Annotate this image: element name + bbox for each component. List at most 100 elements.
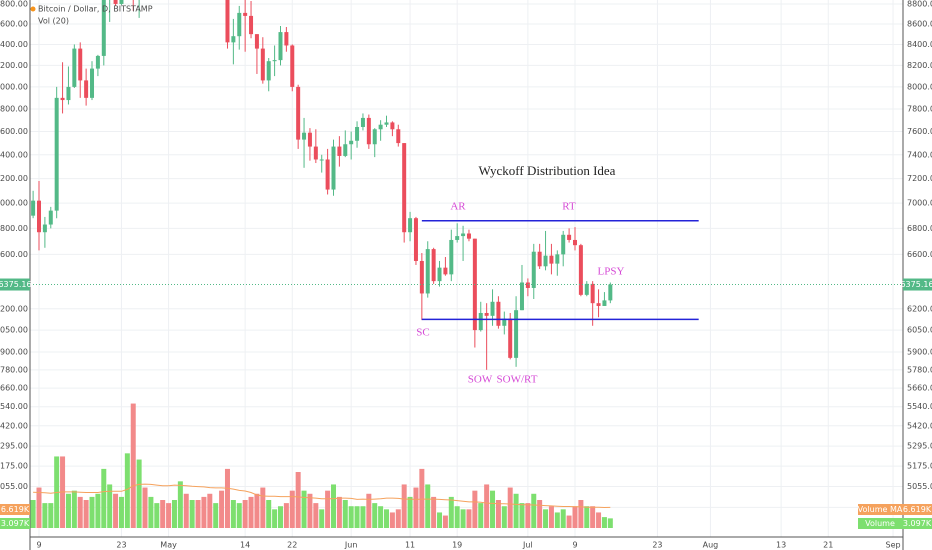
volume-bar bbox=[501, 506, 507, 528]
candle-body bbox=[319, 159, 324, 161]
y-tick-label: 7000.00 bbox=[907, 199, 932, 208]
volume-bar bbox=[442, 515, 448, 528]
volume-bar bbox=[101, 468, 107, 528]
volume-bar bbox=[331, 484, 336, 528]
volume-label-box bbox=[903, 518, 932, 529]
y-tick-label: 8400.00 bbox=[0, 40, 28, 49]
volume-bar bbox=[160, 500, 166, 528]
y-tick-label: 8600.00 bbox=[907, 19, 932, 28]
x-tick-label: 23 bbox=[116, 541, 126, 550]
volume-bar bbox=[584, 506, 590, 528]
candle-body bbox=[502, 318, 507, 326]
volume-bar bbox=[325, 490, 331, 528]
volume-bar bbox=[242, 500, 248, 528]
candle-body bbox=[437, 267, 442, 282]
price-label: 6375.16 bbox=[0, 280, 32, 289]
candle-body bbox=[408, 218, 413, 233]
volume-bar bbox=[272, 509, 278, 528]
volume-bar bbox=[490, 490, 496, 528]
candle-body bbox=[260, 48, 265, 81]
volume-bar bbox=[519, 503, 525, 528]
candle-body bbox=[237, 12, 242, 37]
candle-body bbox=[290, 45, 295, 87]
y-tick-label: 5295.00 bbox=[907, 442, 932, 451]
volume-bar bbox=[401, 484, 407, 528]
candle-body bbox=[384, 122, 389, 125]
volume-bar bbox=[295, 472, 301, 528]
volume-bar bbox=[460, 509, 466, 528]
volume-label: 6.619K bbox=[1, 505, 30, 514]
y-tick-label: 8000.00 bbox=[907, 82, 932, 91]
volume-name-box bbox=[858, 518, 903, 529]
volume-bar bbox=[124, 453, 130, 528]
volume-label: 6.619K bbox=[903, 505, 932, 514]
annotation: SC bbox=[416, 327, 429, 339]
volume-bar bbox=[189, 500, 195, 528]
candle-body bbox=[525, 282, 530, 288]
volume-bar bbox=[166, 503, 172, 528]
candle-body bbox=[590, 283, 595, 304]
x-tick-label: 14 bbox=[240, 541, 250, 550]
x-tick-label: May bbox=[160, 541, 177, 550]
annotation: SOW bbox=[468, 374, 493, 386]
y-tick-label: 7200.00 bbox=[0, 174, 28, 183]
volume-bar bbox=[301, 490, 307, 528]
candle-body bbox=[596, 303, 601, 306]
y-tick-label: 7400.00 bbox=[0, 150, 28, 159]
y-tick-label: 5900.00 bbox=[0, 347, 28, 356]
volume-bar bbox=[596, 512, 602, 528]
y-tick-label: 6050.00 bbox=[907, 326, 932, 335]
annotation: AR bbox=[450, 201, 466, 213]
candle-body bbox=[484, 312, 489, 316]
volume-name-box bbox=[858, 504, 903, 515]
volume-bar bbox=[372, 503, 378, 528]
price-label-box bbox=[903, 278, 932, 291]
volume-bar bbox=[590, 506, 596, 528]
volume-bar bbox=[448, 496, 454, 528]
y-tick-label: 5175.00 bbox=[0, 462, 28, 471]
volume-label: 3.097K bbox=[903, 519, 932, 528]
candle-body bbox=[343, 144, 348, 156]
volume-name: Volume bbox=[865, 519, 895, 528]
volume-bar bbox=[254, 493, 260, 528]
candle-body bbox=[372, 129, 377, 145]
volume-bar bbox=[431, 496, 437, 528]
candle-body bbox=[461, 233, 466, 237]
candle-body bbox=[31, 200, 36, 216]
volume-bar bbox=[360, 506, 366, 528]
candle-body bbox=[337, 146, 342, 156]
volume-bar bbox=[183, 493, 189, 528]
volume-bar bbox=[283, 503, 289, 528]
volume-bar bbox=[601, 517, 607, 528]
volume-bar bbox=[560, 509, 566, 528]
y-tick-label: 5420.00 bbox=[0, 421, 28, 430]
y-tick-label: 7200.00 bbox=[907, 174, 932, 183]
y-tick-label: 7600.00 bbox=[907, 127, 932, 136]
volume-bar bbox=[466, 509, 472, 528]
volume-bar bbox=[89, 496, 95, 528]
volume-bar bbox=[507, 487, 513, 528]
candle-body bbox=[60, 97, 65, 101]
volume-bar bbox=[171, 500, 177, 528]
candle-body bbox=[567, 234, 572, 240]
volume-bar bbox=[543, 509, 549, 528]
candle-body bbox=[478, 312, 483, 331]
annotation-title: Wyckoff Distribution Idea bbox=[479, 163, 616, 178]
candle-body bbox=[313, 146, 318, 160]
volume-bar bbox=[384, 509, 390, 528]
volume-bar bbox=[566, 515, 572, 528]
candle-body bbox=[37, 200, 41, 233]
volume-bar bbox=[95, 493, 101, 528]
x-tick-label: 19 bbox=[452, 541, 462, 550]
candle-body bbox=[272, 60, 277, 62]
candle-body bbox=[284, 32, 289, 46]
volume-bar bbox=[437, 512, 443, 528]
volume-bar bbox=[548, 506, 554, 528]
candle-body bbox=[431, 249, 436, 282]
volume-bar bbox=[289, 490, 295, 528]
x-tick-label: 9 bbox=[36, 541, 41, 550]
candle-body bbox=[572, 239, 577, 246]
candle-body bbox=[331, 146, 336, 190]
candle-body bbox=[42, 224, 47, 233]
plot-area bbox=[30, 0, 903, 528]
